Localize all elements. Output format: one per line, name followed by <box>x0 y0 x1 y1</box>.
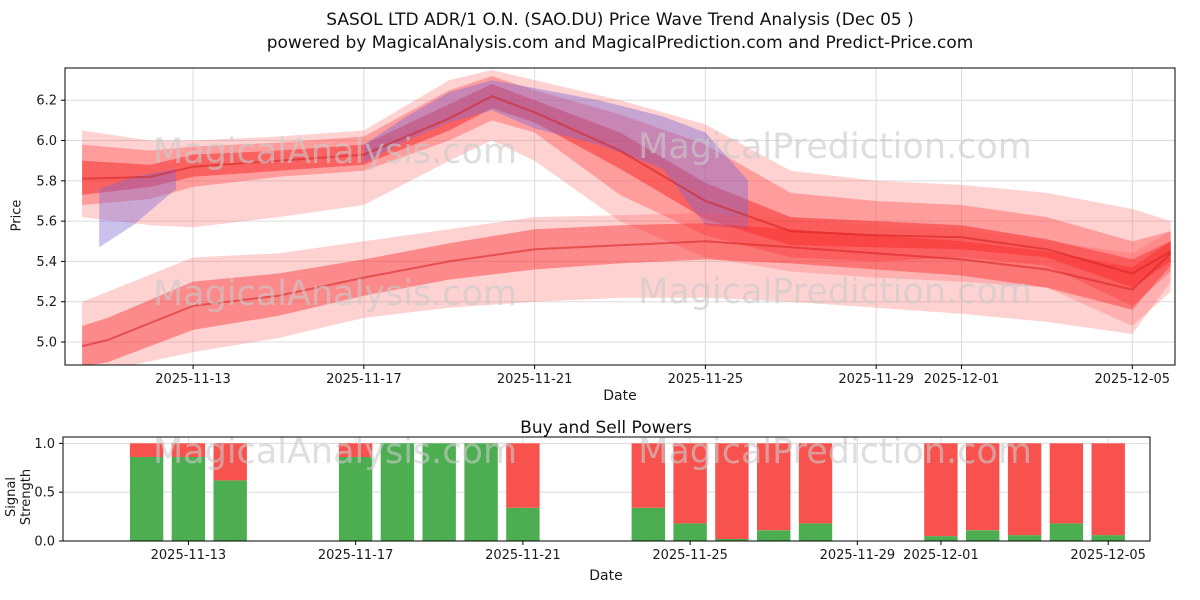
svg-text:2025-11-29: 2025-11-29 <box>838 372 914 387</box>
svg-text:1.0: 1.0 <box>34 437 55 452</box>
svg-text:2025-11-13: 2025-11-13 <box>155 372 231 387</box>
svg-text:5.2: 5.2 <box>36 295 57 310</box>
svg-text:2025-12-05: 2025-12-05 <box>1070 548 1146 563</box>
figure-title-block: SASOL LTD ADR/1 O.N. (SAO.DU) Price Wave… <box>40 9 1200 55</box>
svg-text:MagicalAnalysis.com: MagicalAnalysis.com <box>153 432 517 472</box>
svg-text:MagicalAnalysis.com: MagicalAnalysis.com <box>153 132 517 172</box>
svg-text:6.2: 6.2 <box>36 94 57 109</box>
svg-text:2025-11-21: 2025-11-21 <box>485 548 561 563</box>
svg-text:2025-12-01: 2025-12-01 <box>924 372 1000 387</box>
svg-text:2025-11-17: 2025-11-17 <box>326 372 402 387</box>
svg-text:2025-11-21: 2025-11-21 <box>497 372 573 387</box>
svg-text:2025-11-25: 2025-11-25 <box>668 372 744 387</box>
svg-text:MagicalAnalysis.com: MagicalAnalysis.com <box>153 274 517 314</box>
svg-text:6.0: 6.0 <box>36 134 57 149</box>
svg-text:2025-11-25: 2025-11-25 <box>652 548 728 563</box>
power-chart-title: Buy and Sell Powers <box>520 418 692 438</box>
svg-text:2025-12-05: 2025-12-05 <box>1095 372 1171 387</box>
svg-text:0.5: 0.5 <box>34 486 55 501</box>
svg-text:MagicalPrediction.com: MagicalPrediction.com <box>638 272 1032 312</box>
svg-text:MagicalPrediction.com: MagicalPrediction.com <box>638 432 1032 472</box>
svg-text:2025-11-29: 2025-11-29 <box>820 548 896 563</box>
svg-text:2025-11-17: 2025-11-17 <box>318 548 394 563</box>
svg-text:5.4: 5.4 <box>36 255 57 270</box>
chart-title: SASOL LTD ADR/1 O.N. (SAO.DU) Price Wave… <box>326 10 914 30</box>
chart-subtitle: powered by MagicalAnalysis.com and Magic… <box>266 33 974 53</box>
svg-text:MagicalPrediction.com: MagicalPrediction.com <box>638 127 1032 167</box>
price-axis-label: Price <box>9 199 25 232</box>
svg-text:0.0: 0.0 <box>34 535 55 550</box>
svg-text:5.6: 5.6 <box>36 215 57 230</box>
svg-text:2025-11-13: 2025-11-13 <box>151 548 227 563</box>
svg-text:5.0: 5.0 <box>36 336 57 351</box>
date-axis-label-bottom: Date <box>589 568 623 584</box>
signal-strength-axis-label: Signal Strength <box>4 468 34 526</box>
svg-text:2025-12-01: 2025-12-01 <box>903 548 979 563</box>
date-axis-label-top: Date <box>603 388 637 404</box>
svg-text:5.8: 5.8 <box>36 174 57 189</box>
